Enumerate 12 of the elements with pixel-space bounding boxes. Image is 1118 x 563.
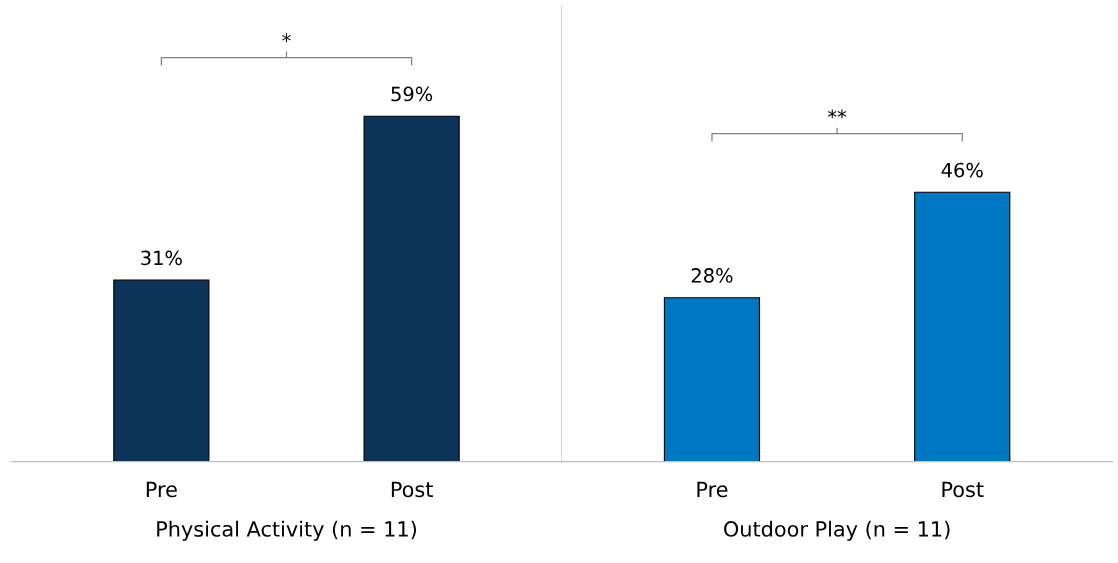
x-axis-title: Outdoor Play (n = 11) (724, 520, 950, 541)
x-tick-label: Pre (697, 481, 728, 498)
x-axis-title: Physical Activity (n = 11) (157, 520, 416, 541)
text: ** (827, 109, 847, 119)
x-tick-label: Post (942, 481, 984, 498)
data-label: 46% (941, 162, 983, 178)
x-tick-label: Pre (146, 481, 177, 498)
text: * (282, 33, 291, 43)
x-tick-label: Post (391, 481, 433, 498)
data-label: 59% (391, 86, 433, 102)
data-label: 31% (141, 250, 182, 266)
data-label: 28% (691, 268, 733, 283)
